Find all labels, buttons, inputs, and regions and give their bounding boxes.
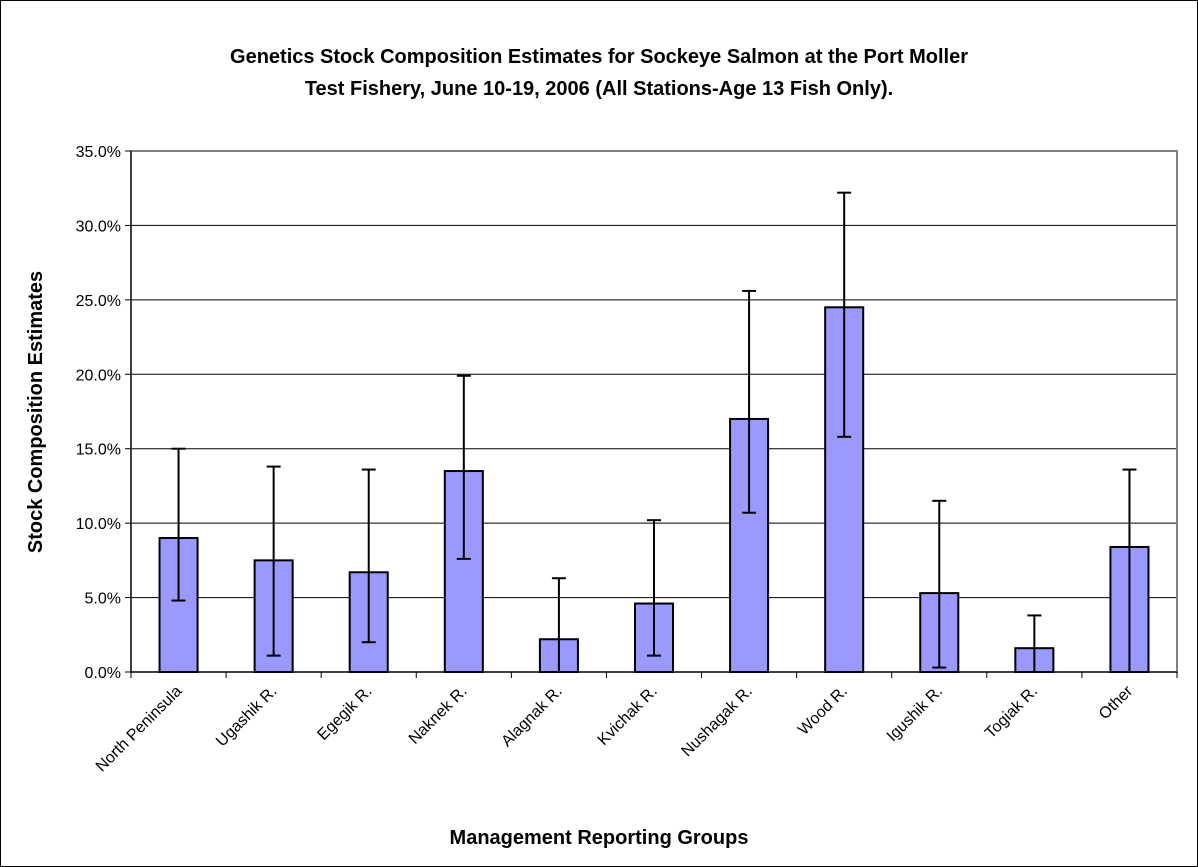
chart-title-line2: Test Fishery, June 10-19, 2006 (All Stat… <box>305 78 893 100</box>
x-tick-label: Togiak R. <box>982 683 1041 742</box>
x-tick-label: Igushik R. <box>884 683 946 745</box>
y-tick-label: 20.0% <box>76 367 121 384</box>
x-tick-label: Ugashik R. <box>213 683 280 750</box>
y-axis: 0.0% 5.0% 10.0% 15.0% 20.0% 25.0% 30.0% 35.0% <box>76 144 132 682</box>
y-tick-label: 30.0% <box>76 218 121 235</box>
x-tick-label: Wood R. <box>795 683 851 739</box>
x-tick-label: Naknek R. <box>406 683 471 748</box>
x-axis-title: Management Reporting Groups <box>450 827 749 849</box>
gridlines <box>131 224 1177 599</box>
y-tick-label: 10.0% <box>76 516 121 533</box>
y-tick-label: 25.0% <box>76 293 121 310</box>
x-tick-label: Alagnak R. <box>498 683 565 750</box>
y-tick-label: 5.0% <box>85 591 121 608</box>
y-tick-label: 0.0% <box>85 665 121 682</box>
x-tick-label: Egegik R. <box>314 683 375 744</box>
chart-title-line1: Genetics Stock Composition Estimates for… <box>230 46 968 68</box>
x-tick-label: Kvichak R. <box>595 683 661 749</box>
error-bars <box>171 191 1137 673</box>
x-tick-label: Other <box>1096 682 1137 723</box>
y-axis-title: Stock Composition Estimates <box>25 271 47 553</box>
x-tick-label: North Peninsula <box>93 683 186 776</box>
y-tick-label: 35.0% <box>76 144 121 161</box>
y-tick-label: 15.0% <box>76 442 121 459</box>
x-tick-label: Nushagak R. <box>678 683 755 760</box>
x-axis: North Peninsula Ugashik R. Egegik R. Naknek… <box>93 671 1178 776</box>
